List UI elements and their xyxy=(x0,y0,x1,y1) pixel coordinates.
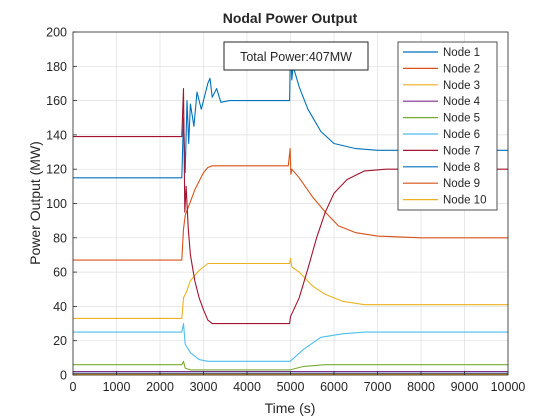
series-line-node-7 xyxy=(73,88,508,325)
ticks: 0 1000 2000 3000 4000 5000 6000 7000 8000 9000 100… xyxy=(46,26,525,395)
series-line-node-3 xyxy=(73,257,508,319)
x-tick-label: 10000 xyxy=(491,380,526,394)
legend-label: Node 6 xyxy=(443,129,480,141)
x-tick-label: 9000 xyxy=(451,380,479,394)
x-tick-label: 5000 xyxy=(277,380,305,394)
legend-item: Node 2 xyxy=(403,63,480,75)
x-tick-label: 2000 xyxy=(146,380,174,394)
legend-label: Node 10 xyxy=(443,195,486,207)
series-line-node-6 xyxy=(73,323,508,362)
y-tick-label: 40 xyxy=(53,300,67,314)
y-tick-label: 100 xyxy=(46,197,67,211)
legend-label: Node 4 xyxy=(443,96,481,108)
legend-label: Node 2 xyxy=(443,63,480,75)
annotation-box: Total Power:407MW xyxy=(223,41,369,71)
legend-label: Node 5 xyxy=(443,113,480,125)
x-tick-label: 8000 xyxy=(407,380,435,394)
legend-item: Node 8 xyxy=(403,162,480,174)
y-tick-label: 60 xyxy=(53,266,67,280)
legend: Node 1 Node 2 Node 3 Node 4 Node 5 Node 6 Node… xyxy=(397,41,498,211)
y-tick-label: 0 xyxy=(60,369,67,383)
y-tick-label: 200 xyxy=(46,26,67,40)
series-line-node-5 xyxy=(73,360,508,371)
y-tick-label: 20 xyxy=(53,334,67,348)
x-axis-label: Time (s) xyxy=(265,400,316,416)
legend-label: Node 3 xyxy=(443,80,480,92)
legend-item: Node 9 xyxy=(403,178,480,190)
legend-label: Node 8 xyxy=(443,162,480,174)
legend-item: Node 4 xyxy=(403,96,481,108)
x-tick-label: 6000 xyxy=(320,380,348,394)
legend-item: Node 6 xyxy=(403,129,480,141)
legend-box xyxy=(397,41,498,211)
y-tick-label: 140 xyxy=(46,128,67,142)
annotation-text: Total Power:407MW xyxy=(240,50,352,64)
series-line-node-1 xyxy=(73,43,508,179)
legend-item: Node 3 xyxy=(403,80,480,92)
y-axis-label: Power Output (MW) xyxy=(27,141,43,265)
y-tick-label: 180 xyxy=(46,60,67,74)
legend-item: Node 5 xyxy=(403,113,480,125)
y-tick-label: 80 xyxy=(53,231,67,245)
y-tick-label: 120 xyxy=(46,163,67,177)
legend-label: Node 7 xyxy=(443,145,480,157)
x-tick-label: 7000 xyxy=(364,380,392,394)
x-tick-label: 0 xyxy=(70,380,77,394)
legend-item: Node 1 xyxy=(403,47,480,59)
x-tick-label: 3000 xyxy=(190,380,218,394)
legend-label: Node 9 xyxy=(443,178,480,190)
legend-item: Node 10 xyxy=(403,195,486,207)
y-tick-label: 160 xyxy=(46,94,67,108)
x-tick-label: 4000 xyxy=(233,380,261,394)
legend-label: Node 1 xyxy=(443,47,480,59)
chart-title: Nodal Power Output xyxy=(223,10,358,26)
legend-item: Node 7 xyxy=(403,145,480,157)
x-tick-label: 1000 xyxy=(103,380,131,394)
